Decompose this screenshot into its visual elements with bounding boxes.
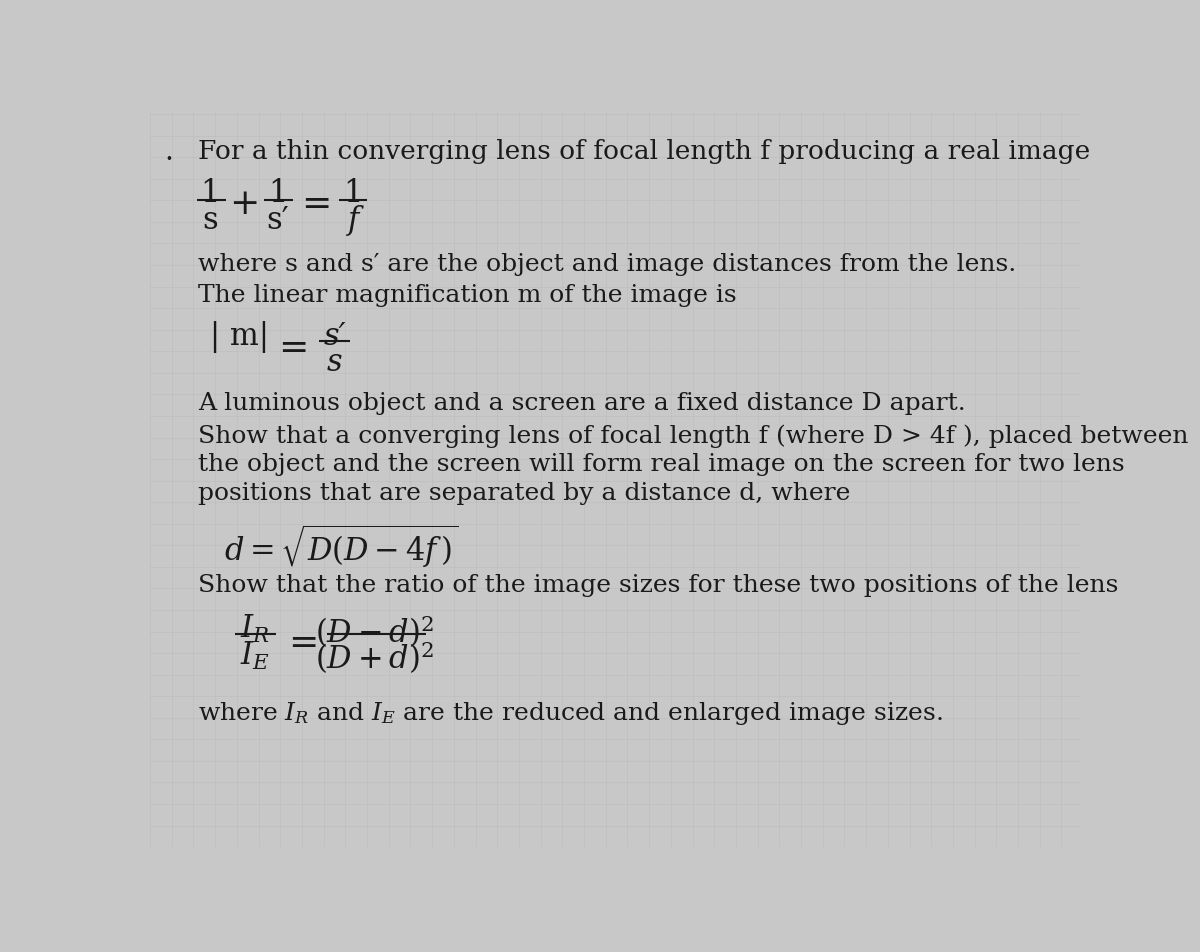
- Text: s: s: [203, 205, 218, 236]
- Text: 1: 1: [343, 177, 362, 208]
- Text: =: =: [301, 187, 331, 221]
- Text: A luminous object and a screen are a fixed distance D apart.: A luminous object and a screen are a fix…: [198, 391, 966, 414]
- Text: .: .: [164, 139, 173, 166]
- Text: s′: s′: [266, 205, 289, 236]
- Text: $I_R$: $I_R$: [240, 613, 270, 645]
- Text: $I_E$: $I_E$: [240, 639, 270, 671]
- Text: | m|: | m|: [210, 321, 270, 352]
- Text: s: s: [326, 347, 342, 378]
- Text: The linear magnification m of the image is: The linear magnification m of the image …: [198, 284, 737, 307]
- Text: where s and s′ are the object and image distances from the lens.: where s and s′ are the object and image …: [198, 252, 1016, 276]
- Text: $d = \sqrt{D(D-4f\,)}$: $d = \sqrt{D(D-4f\,)}$: [223, 522, 458, 570]
- Text: 1: 1: [200, 177, 221, 208]
- Text: =: =: [278, 331, 308, 366]
- Text: Show that a converging lens of focal length f (where D > 4f ), placed between: Show that a converging lens of focal len…: [198, 425, 1188, 447]
- Text: For a thin converging lens of focal length f producing a real image: For a thin converging lens of focal leng…: [198, 139, 1091, 164]
- Text: 1: 1: [268, 177, 288, 208]
- Text: f: f: [348, 205, 359, 236]
- Text: Show that the ratio of the image sizes for these two positions of the lens: Show that the ratio of the image sizes f…: [198, 573, 1118, 596]
- Text: the object and the screen will form real image on the screen for two lens: the object and the screen will form real…: [198, 453, 1124, 476]
- Text: +: +: [229, 187, 259, 221]
- Text: positions that are separated by a distance d, where: positions that are separated by a distan…: [198, 481, 851, 505]
- Text: s′: s′: [323, 321, 346, 351]
- Text: $(D-d)^2$: $(D-d)^2$: [316, 613, 434, 649]
- Text: =: =: [288, 625, 319, 659]
- Text: $(D+d)^2$: $(D+d)^2$: [316, 639, 434, 676]
- Text: where $I_R$ and $I_E$ are the reduced and enlarged image sizes.: where $I_R$ and $I_E$ are the reduced an…: [198, 699, 943, 725]
